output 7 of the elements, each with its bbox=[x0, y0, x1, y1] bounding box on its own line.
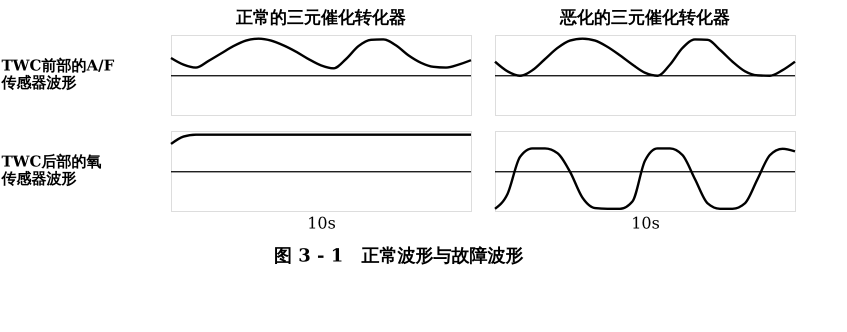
x-axis-title: 10s bbox=[631, 214, 660, 232]
x-axis-title: 10s bbox=[307, 214, 336, 232]
caption: 图 3 - 1 正常波形与故障波形 bbox=[274, 246, 524, 266]
chart-title: 恶化的三元催化转化器 bbox=[559, 8, 730, 28]
y-axis-title: TWC后部的氧传感器波形 bbox=[0, 152, 102, 188]
chart-title: 正常的三元催化转化器 bbox=[235, 8, 406, 28]
y-axis-title: TWC前部的A/F传感器波形 bbox=[0, 56, 115, 92]
